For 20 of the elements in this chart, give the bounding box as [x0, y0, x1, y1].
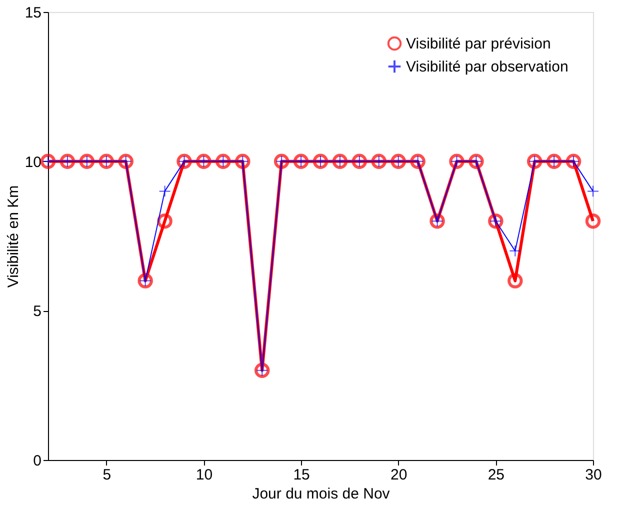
- x-tick-label: 20: [390, 466, 408, 484]
- point: [158, 185, 171, 198]
- y-tick-label: 0: [33, 452, 42, 470]
- y-tick-label: 10: [24, 154, 42, 171]
- point: [585, 213, 601, 229]
- y-axis-title: Visibilité en Km: [4, 185, 22, 288]
- point: [508, 273, 523, 288]
- x-tick-label: 10: [196, 466, 213, 484]
- x-tick-label: 25: [488, 466, 505, 484]
- legend-label: Visibilité par observation: [406, 58, 568, 76]
- x-axis-title: Jour du mois de Nov: [252, 486, 390, 502]
- point: [157, 213, 172, 229]
- x-tick-label: 30: [585, 466, 602, 484]
- y-tick-label: 15: [24, 4, 42, 22]
- y-tick-label: 5: [33, 303, 42, 320]
- point: [509, 244, 522, 257]
- x-tick-label: 5: [102, 466, 112, 484]
- x-tick-label: 15: [293, 466, 310, 484]
- point: [587, 185, 599, 198]
- legend-label: Visibilité par prévision: [406, 36, 551, 52]
